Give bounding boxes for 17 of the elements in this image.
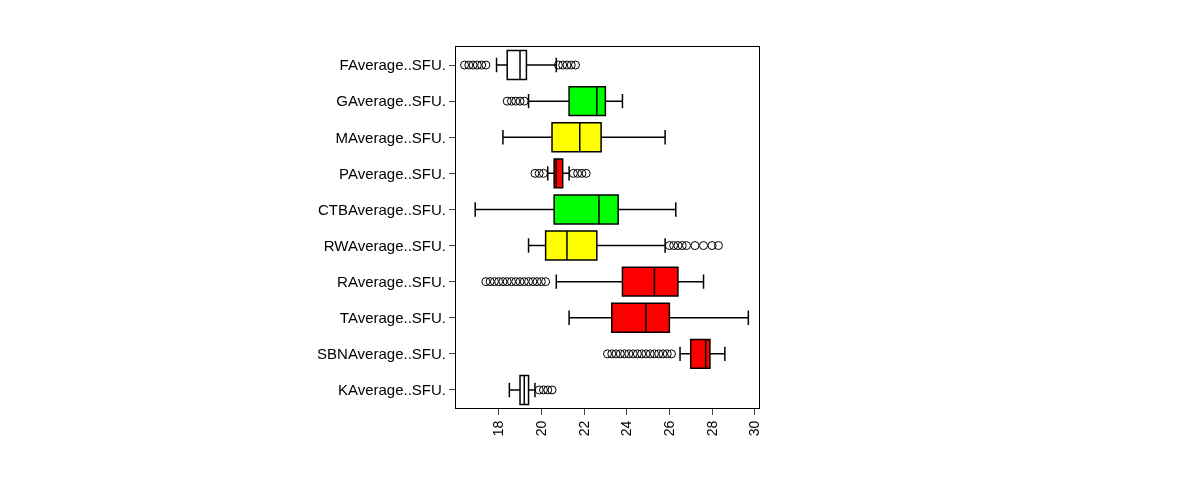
y-tick-label: RWAverage..SFU.: [323, 236, 446, 254]
x-tick-label: 18: [490, 420, 507, 437]
y-tick-label: MAverage..SFU.: [335, 128, 446, 146]
y-tick-label: GAverage..SFU.: [336, 92, 446, 110]
x-tick-label: 30: [746, 420, 763, 437]
x-tick-label: 28: [703, 420, 720, 437]
y-tick-label: PAverage..SFU.: [339, 164, 446, 182]
y-tick-label: CTBAverage..SFU.: [317, 200, 446, 218]
y-tick-label: TAverage..SFU.: [339, 309, 446, 326]
x-tick-label: 24: [618, 420, 635, 437]
x-tick-label: 20: [532, 420, 549, 437]
y-tick-label: KAverage..SFU.: [337, 381, 446, 399]
y-tick-label: RAverage..SFU.: [337, 272, 446, 290]
x-tick-label: 26: [660, 420, 677, 437]
y-tick-label: SBNAverage..SFU.: [317, 345, 446, 363]
y-tick-label: FAverage..SFU.: [339, 56, 446, 74]
x-tick-label: 22: [575, 420, 592, 437]
